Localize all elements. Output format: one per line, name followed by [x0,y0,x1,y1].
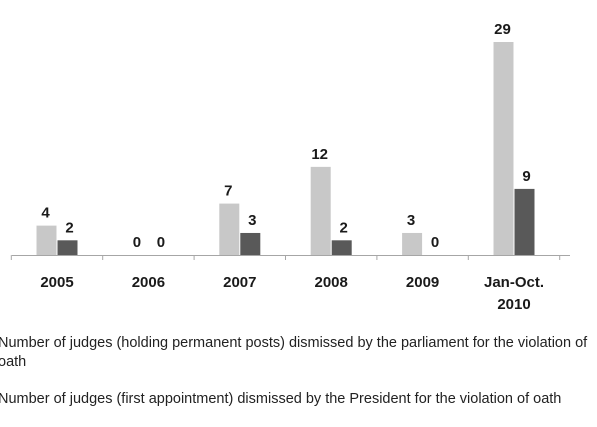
bar-series-2-2005 [57,240,78,255]
category-labels-group: 2005 2006 2007 2008 2009 Jan-Oct. 2010 [40,274,544,313]
bars-group [36,42,535,255]
data-label-series-2: 9 [522,168,530,185]
legend-entry-permanent-judges: Number of judges (holding permanent post… [0,335,588,370]
data-label-series-2: 2 [65,219,73,236]
category-label: 2008 [315,274,348,291]
bar-series-1-2005 [36,225,57,255]
data-label-series-2: 0 [157,234,165,251]
bar-series-2-2008 [331,240,352,255]
legend-entry-first-appointment-judges: Number of judges (first appointment) dis… [0,391,562,407]
data-label-series-1: 3 [407,212,415,229]
data-label-series-1: 12 [311,146,328,163]
category-label: Jan-Oct. 2010 [484,274,544,313]
category-label: 2009 [406,274,439,291]
data-label-series-1: 7 [224,183,232,200]
category-label: 2005 [40,274,73,291]
bar-series-2-jan-oct-2010 [514,188,535,255]
bar-series-1-jan-oct-2010 [493,42,514,255]
category-label: 2007 [223,274,256,291]
data-label-series-1: 4 [41,205,50,222]
data-label-series-2: 3 [248,212,256,229]
data-label-series-2: 0 [431,234,439,251]
bar-series-2-2007 [240,232,261,255]
data-label-series-2: 2 [340,219,348,236]
bar-series-1-2008 [310,166,331,255]
data-label-series-1: 0 [133,234,141,251]
data-label-series-1: 29 [494,21,511,38]
category-label: 2006 [132,274,165,291]
bar-series-1-2009 [402,232,423,255]
bar-series-1-2007 [219,203,240,255]
x-axis [10,255,570,260]
